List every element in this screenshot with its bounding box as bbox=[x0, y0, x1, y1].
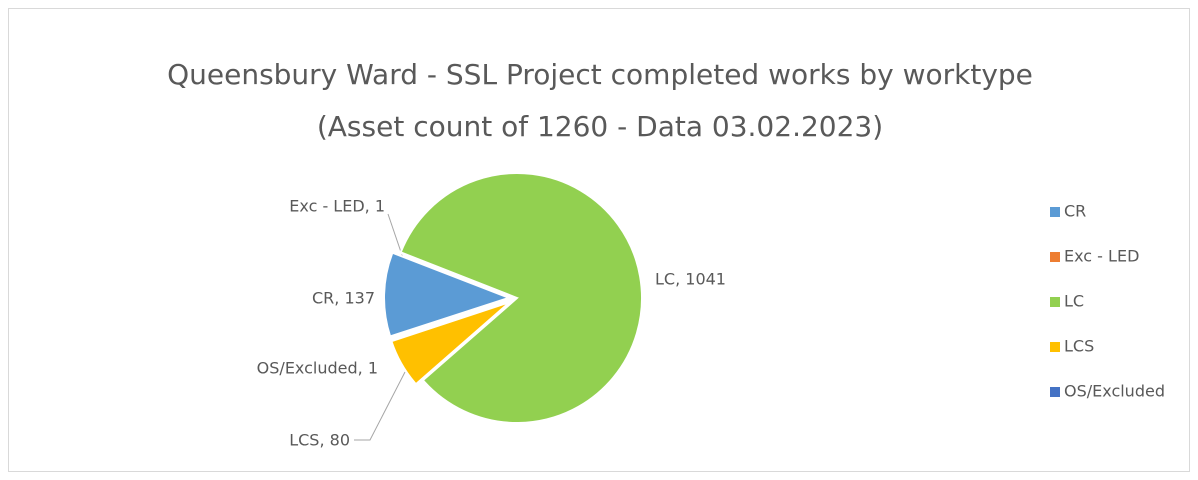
data-label: CR, 137 bbox=[312, 289, 375, 308]
legend-label: CR bbox=[1064, 202, 1086, 221]
chart-title: Queensbury Ward - SSL Project completed … bbox=[167, 58, 1033, 91]
pie-slice bbox=[390, 301, 511, 386]
data-label: OS/Excluded, 1 bbox=[257, 359, 378, 378]
legend-label: Exc - LED bbox=[1064, 247, 1139, 266]
pie-slice bbox=[396, 297, 518, 339]
legend-swatch bbox=[1050, 252, 1060, 262]
data-label: LC, 1041 bbox=[655, 270, 726, 289]
data-label: LCS, 80 bbox=[289, 431, 350, 450]
legend-label: LCS bbox=[1064, 337, 1094, 356]
legend-label: LC bbox=[1064, 292, 1084, 311]
legend-swatch bbox=[1050, 207, 1060, 217]
chart-subtitle: (Asset count of 1260 - Data 03.02.2023) bbox=[317, 110, 883, 143]
data-label: Exc - LED, 1 bbox=[289, 197, 385, 216]
legend-swatch bbox=[1050, 342, 1060, 352]
pie-slice bbox=[399, 172, 643, 424]
legend-swatch bbox=[1050, 297, 1060, 307]
leader-line bbox=[354, 371, 406, 441]
pie-slice bbox=[383, 251, 512, 338]
legend-label: OS/Excluded bbox=[1064, 382, 1165, 401]
legend-swatch bbox=[1050, 387, 1060, 397]
